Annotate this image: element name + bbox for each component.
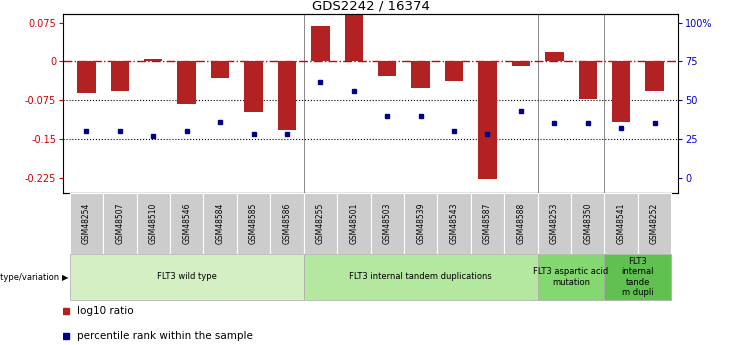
- Text: log10 ratio: log10 ratio: [76, 306, 133, 316]
- Text: GSM48252: GSM48252: [650, 203, 659, 244]
- Text: GSM48510: GSM48510: [149, 203, 158, 244]
- Text: GSM48539: GSM48539: [416, 203, 425, 244]
- Bar: [638, 193, 671, 254]
- Bar: [471, 193, 504, 254]
- Bar: [504, 193, 538, 254]
- Bar: [77, 61, 96, 93]
- Text: GSM48587: GSM48587: [483, 203, 492, 244]
- Text: genotype/variation: genotype/variation: [0, 273, 59, 282]
- Bar: [538, 254, 605, 300]
- Bar: [211, 61, 229, 78]
- Bar: [237, 193, 270, 254]
- Text: GSM48501: GSM48501: [349, 203, 359, 244]
- Bar: [411, 61, 430, 88]
- Text: GSM48503: GSM48503: [382, 203, 392, 244]
- Text: GSM48507: GSM48507: [116, 203, 124, 244]
- Bar: [144, 59, 162, 61]
- Text: FLT3 wild type: FLT3 wild type: [157, 272, 216, 282]
- Bar: [337, 193, 370, 254]
- Bar: [304, 254, 538, 300]
- Bar: [612, 61, 631, 122]
- Bar: [110, 61, 129, 91]
- Text: FLT3 internal tandem duplications: FLT3 internal tandem duplications: [349, 272, 492, 282]
- Bar: [136, 193, 170, 254]
- Title: GDS2242 / 16374: GDS2242 / 16374: [311, 0, 430, 13]
- Bar: [311, 26, 330, 61]
- Bar: [645, 61, 664, 91]
- Text: GSM48253: GSM48253: [550, 203, 559, 244]
- Text: GSM48586: GSM48586: [282, 203, 291, 244]
- Bar: [478, 61, 496, 179]
- Bar: [345, 14, 363, 61]
- Bar: [103, 193, 136, 254]
- Text: ▶: ▶: [62, 273, 68, 282]
- Text: GSM48541: GSM48541: [617, 203, 625, 244]
- Bar: [170, 193, 203, 254]
- Bar: [605, 254, 671, 300]
- Text: FLT3 aspartic acid
mutation: FLT3 aspartic acid mutation: [534, 267, 608, 287]
- Bar: [512, 61, 530, 66]
- Bar: [538, 193, 571, 254]
- Bar: [571, 193, 605, 254]
- Bar: [579, 61, 597, 99]
- Bar: [445, 61, 463, 81]
- Bar: [545, 52, 564, 61]
- Text: GSM48584: GSM48584: [216, 203, 225, 244]
- Bar: [304, 193, 337, 254]
- Bar: [605, 193, 638, 254]
- Bar: [404, 193, 437, 254]
- Text: GSM48255: GSM48255: [316, 203, 325, 244]
- Text: GSM48543: GSM48543: [450, 203, 459, 244]
- Text: GSM48546: GSM48546: [182, 203, 191, 244]
- Bar: [270, 193, 304, 254]
- Bar: [378, 61, 396, 76]
- Bar: [278, 61, 296, 130]
- Text: FLT3
internal
tande
m dupli: FLT3 internal tande m dupli: [622, 257, 654, 297]
- Bar: [70, 193, 103, 254]
- Text: GSM48588: GSM48588: [516, 203, 525, 244]
- Bar: [370, 193, 404, 254]
- Text: percentile rank within the sample: percentile rank within the sample: [76, 331, 253, 341]
- Bar: [177, 61, 196, 104]
- Bar: [245, 61, 263, 111]
- Bar: [70, 254, 304, 300]
- Text: GSM48350: GSM48350: [583, 203, 592, 244]
- Text: GSM48585: GSM48585: [249, 203, 258, 244]
- Bar: [203, 193, 237, 254]
- Text: GSM48254: GSM48254: [82, 203, 91, 244]
- Bar: [437, 193, 471, 254]
